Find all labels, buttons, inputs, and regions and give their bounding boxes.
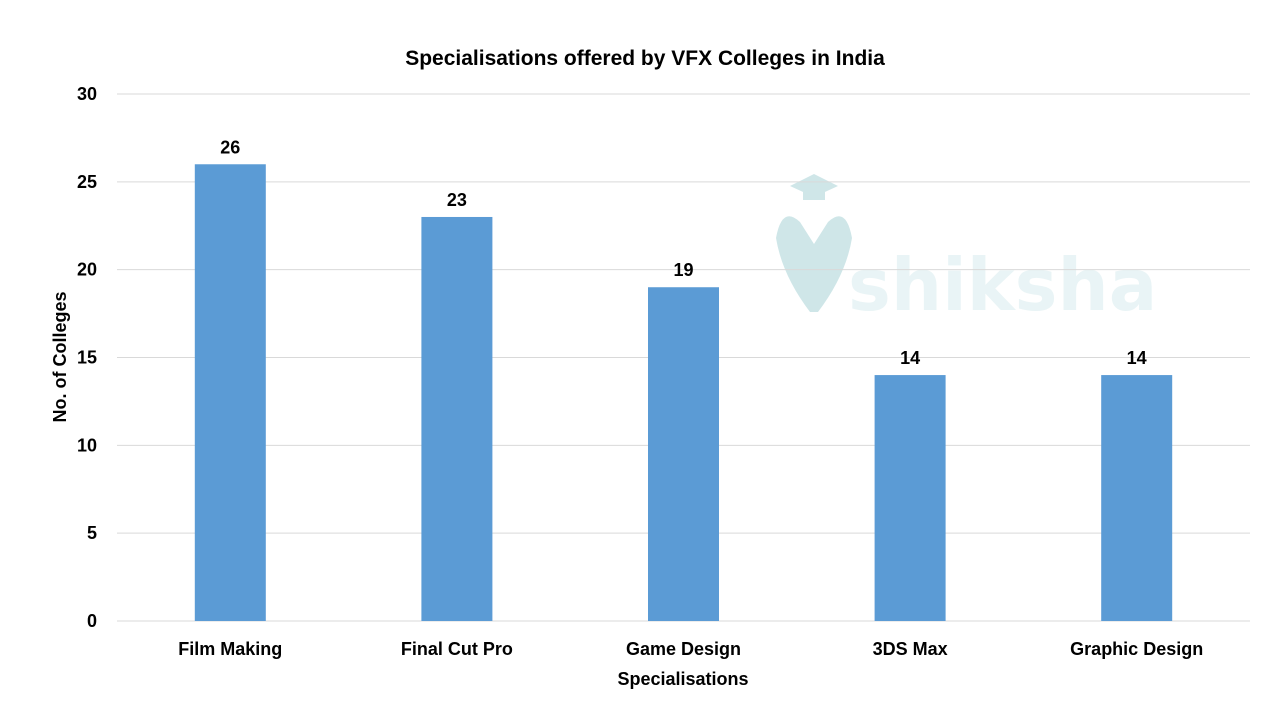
bar [648, 287, 719, 621]
shiksha-watermark: shiksha [776, 174, 1157, 327]
x-axis-ticks: Film Making Final Cut Pro Game Design 3DS M… [178, 639, 1203, 659]
bar [874, 375, 946, 621]
y-tick-label: 15 [77, 348, 97, 368]
x-tick-label: Film Making [178, 639, 282, 659]
x-tick-label: Game Design [626, 639, 741, 659]
y-tick-label: 25 [77, 172, 97, 192]
x-axis-title: Specialisations [617, 669, 748, 689]
chart-title: Specialisations offered by VFX Colleges … [405, 47, 885, 70]
x-tick-label: 3DS Max [873, 639, 948, 659]
x-tick-label: Final Cut Pro [401, 639, 513, 659]
bar [421, 216, 493, 621]
data-label: 14 [1127, 348, 1147, 368]
y-axis-ticks: 0 5 10 15 20 25 30 [77, 84, 97, 631]
data-label: 14 [900, 348, 920, 368]
y-tick-label: 10 [77, 435, 97, 455]
bar [1101, 375, 1173, 621]
y-tick-label: 30 [77, 84, 97, 104]
bars [194, 164, 1173, 621]
data-label: 19 [673, 260, 693, 280]
y-tick-label: 20 [77, 260, 97, 280]
bar [194, 164, 266, 621]
watermark-text: shiksha [848, 243, 1157, 327]
graduation-cap-logo-icon [776, 174, 852, 312]
y-axis-title: No. of Colleges [50, 291, 70, 422]
y-tick-label: 0 [87, 611, 97, 631]
data-label: 23 [447, 190, 467, 210]
y-tick-label: 5 [87, 523, 97, 543]
data-label: 26 [220, 137, 240, 157]
x-tick-label: Graphic Design [1070, 639, 1203, 659]
data-labels: 26 23 19 14 14 [220, 137, 1146, 368]
